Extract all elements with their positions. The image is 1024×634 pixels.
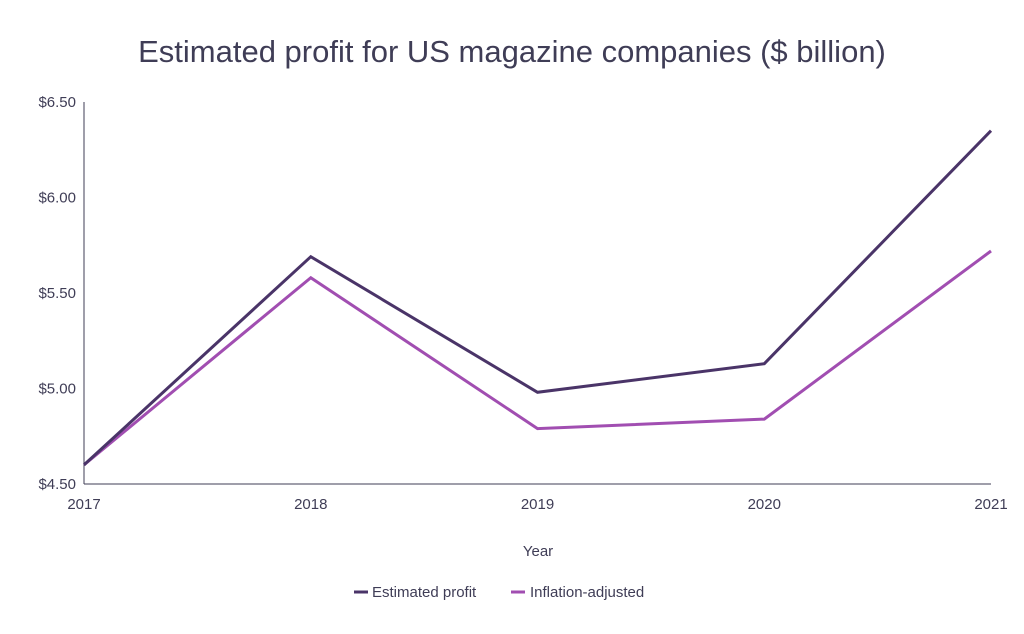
x-tick-label: 2021: [974, 496, 1007, 513]
legend-label: Inflation-adjusted: [530, 584, 644, 601]
y-tick-label: $5.00: [38, 381, 76, 398]
x-tick-label: 2019: [521, 496, 554, 513]
x-axis-title: Year: [523, 543, 553, 560]
y-tick-label: $4.50: [38, 476, 76, 493]
y-axis-ticks: $4.50 $5.00 $5.50 $6.00 $6.50: [38, 94, 76, 493]
x-tick-label: 2017: [67, 496, 100, 513]
y-tick-label: $6.50: [38, 94, 76, 111]
legend-label: Estimated profit: [372, 584, 477, 601]
series-line-0: [82, 129, 993, 467]
chart-title: Estimated profit for US magazine compani…: [138, 34, 886, 69]
series-layer: [82, 129, 993, 467]
legend: Estimated profit Inflation-adjusted: [354, 584, 644, 601]
y-tick-label: $5.50: [38, 285, 76, 302]
y-tick-label: $6.00: [38, 190, 76, 207]
x-axis-ticks: 2017 2018 2019 2020 2021: [67, 496, 1007, 513]
series-line-1: [83, 249, 992, 467]
x-tick-label: 2018: [294, 496, 327, 513]
x-tick-label: 2020: [748, 496, 781, 513]
